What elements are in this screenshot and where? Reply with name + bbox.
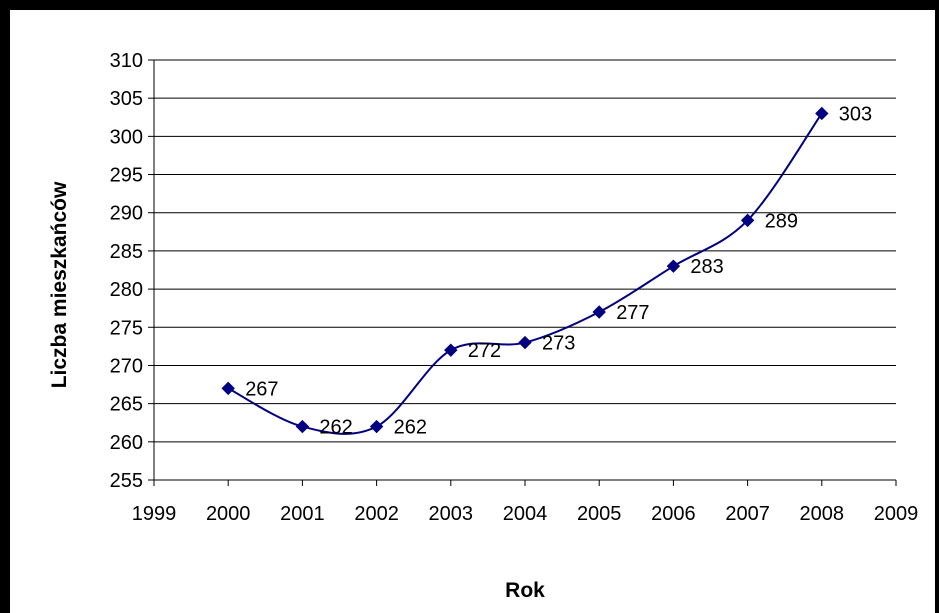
x-axis-ticks: 1999 2000 2001 2002 2003 2004 2005 2006 2007 2008… <box>132 480 919 525</box>
y-tick-label: 260 <box>110 432 143 454</box>
data-point-marker <box>444 343 458 357</box>
data-point-marker <box>221 381 235 396</box>
data-label: 262 <box>319 417 352 439</box>
data-point-marker <box>369 419 384 434</box>
data-point-marker <box>815 106 829 121</box>
x-tick-label: 2001 <box>280 503 325 525</box>
data-label: 273 <box>542 333 575 355</box>
x-tick-label: 2006 <box>651 503 696 525</box>
data-label: 303 <box>839 103 872 125</box>
y-tick-label: 290 <box>110 203 143 225</box>
y-axis-title: Liczba mieszkańców <box>48 181 71 388</box>
x-tick-label: 2004 <box>503 503 548 525</box>
x-tick-label: 2003 <box>429 503 474 525</box>
y-tick-label: 300 <box>110 126 143 148</box>
y-tick-label: 285 <box>110 241 143 263</box>
y-axis-ticks: 255 260 265 270 275 280 285 290 295 300 305 310 <box>110 50 154 492</box>
data-point-marker <box>666 259 681 273</box>
x-tick-label: 2008 <box>800 503 845 525</box>
y-tick-label: 280 <box>110 279 143 301</box>
axes <box>153 60 896 481</box>
x-tick-label: 1999 <box>132 503 177 525</box>
data-label: 262 <box>394 417 427 439</box>
y-tick-label: 270 <box>110 355 143 377</box>
x-tick-label: 2002 <box>354 503 399 525</box>
data-point-marker <box>518 335 532 350</box>
data-point-marker <box>592 305 606 319</box>
x-axis-title: Rok <box>505 579 545 602</box>
data-label: 283 <box>690 256 723 278</box>
series-layer: 267 262 262 272 273 277 283 289 303 <box>221 103 872 439</box>
y-tick-label: 295 <box>110 165 143 187</box>
y-tick-label: 275 <box>110 317 143 339</box>
data-label: 272 <box>468 340 501 362</box>
y-tick-label: 265 <box>110 394 143 416</box>
x-tick-label: 2009 <box>874 503 919 525</box>
data-label: 267 <box>245 378 278 400</box>
data-point-marker <box>295 419 310 434</box>
y-tick-label: 310 <box>110 50 143 72</box>
data-label: 289 <box>765 210 798 232</box>
y-tick-label: 305 <box>110 88 143 110</box>
x-tick-label: 2007 <box>725 503 770 525</box>
data-label: 277 <box>616 302 649 324</box>
grid-lines <box>154 59 896 443</box>
x-tick-label: 2005 <box>577 503 622 525</box>
y-tick-label: 255 <box>110 470 143 492</box>
data-point-marker <box>740 213 755 228</box>
x-tick-label: 2000 <box>206 503 251 525</box>
series-line <box>227 112 823 435</box>
